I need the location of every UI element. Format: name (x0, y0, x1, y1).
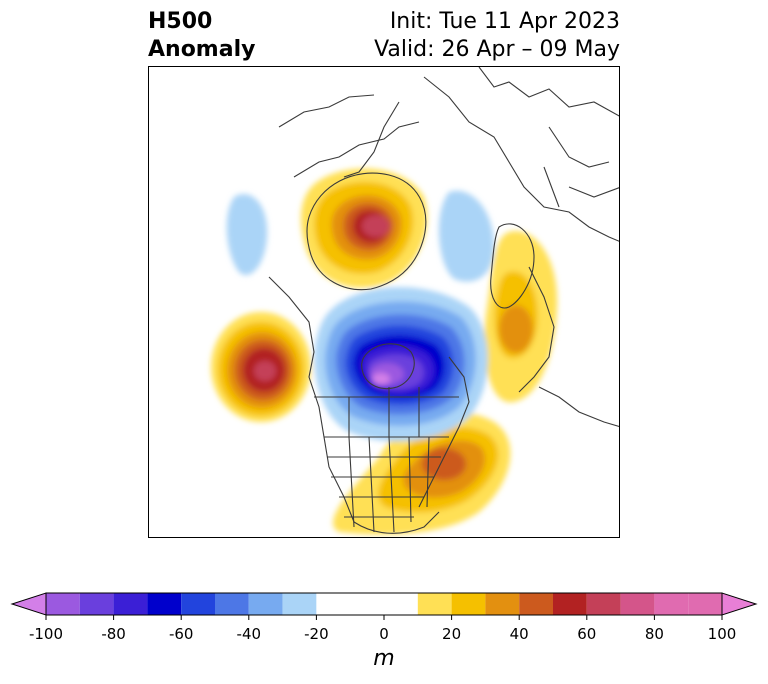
colorbar-bin (654, 593, 689, 615)
colorbar-tick-label: 100 (707, 625, 737, 643)
colorbar-tick-label: 40 (509, 625, 529, 643)
colorbar-bin (46, 593, 80, 615)
colorbar-bin (282, 593, 317, 615)
colorbar-bin (181, 593, 215, 615)
colorbar-tick-label: 0 (379, 625, 389, 643)
title-variable: H500 (148, 9, 213, 34)
init-date: Init: Tue 11 Apr 2023 (389, 9, 620, 34)
colorbar-tick-label: -100 (28, 625, 64, 643)
colorbar-tick-label: -80 (101, 625, 126, 643)
colorbar-tick-label: -60 (168, 625, 194, 643)
anomaly-map (148, 66, 620, 538)
colorbar-tick-label: 80 (644, 625, 664, 643)
colorbar-bin (586, 593, 621, 615)
colorbar-bin (688, 593, 722, 615)
colorbar-bin (316, 593, 351, 615)
anomaly-shading (211, 168, 558, 535)
colorbar-bin (620, 593, 655, 615)
colorbar-tick-label: 20 (442, 625, 462, 643)
colorbar-bin (553, 593, 587, 615)
colorbar-extend-min (10, 592, 47, 616)
colorbar-bin (113, 593, 148, 615)
colorbar-bin (519, 593, 553, 615)
colorbar-bin (451, 593, 486, 615)
coastlines (268, 67, 619, 534)
colorbar-bin (79, 593, 114, 615)
colorbar-bin (350, 593, 418, 615)
valid-range: Valid: 26 Apr – 09 May (374, 37, 620, 62)
forecast-dates: Init: Tue 11 Apr 2023 Valid: 26 Apr – 09… (374, 8, 620, 64)
map-title: H500 Anomaly (148, 8, 255, 64)
colorbar-bin (248, 593, 283, 615)
colorbar-units-label: m (373, 646, 395, 671)
map-canvas (149, 67, 619, 537)
colorbar-bin (215, 593, 249, 615)
colorbar-tick-label: -40 (236, 625, 262, 643)
colorbar-tick-label: 60 (577, 625, 597, 643)
colorbar-bin (147, 593, 182, 615)
colorbar-bin (485, 593, 520, 615)
title-subtitle: Anomaly (148, 37, 256, 62)
colorbar-tick-label: -20 (304, 625, 329, 643)
colorbar-extend-max (721, 592, 758, 616)
colorbar-bin (417, 593, 452, 615)
colorbar (10, 592, 758, 620)
